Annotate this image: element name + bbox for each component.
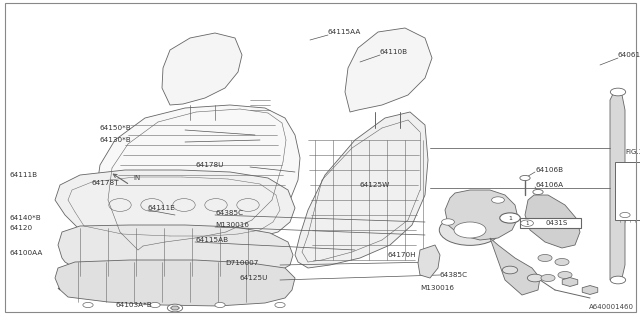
Text: 64178T: 64178T (92, 180, 120, 186)
Text: M130016: M130016 (420, 285, 454, 291)
Circle shape (454, 222, 486, 238)
Text: 64125W: 64125W (360, 182, 390, 188)
Polygon shape (563, 277, 578, 286)
Circle shape (558, 271, 572, 278)
Polygon shape (345, 28, 432, 112)
Text: 64106A: 64106A (535, 182, 563, 188)
Text: 64115AA: 64115AA (328, 29, 362, 35)
Text: M130016: M130016 (215, 222, 249, 228)
Text: 1: 1 (508, 215, 512, 220)
Circle shape (439, 215, 500, 245)
Text: 64110B: 64110B (380, 49, 408, 55)
FancyBboxPatch shape (520, 218, 581, 228)
Text: 64061: 64061 (618, 52, 640, 58)
Polygon shape (445, 190, 518, 240)
Polygon shape (95, 105, 300, 255)
Polygon shape (582, 285, 598, 294)
Text: 64111B: 64111B (10, 172, 38, 178)
Text: 64120: 64120 (10, 225, 33, 231)
Text: 64385C: 64385C (215, 210, 243, 216)
Text: 64150*B: 64150*B (100, 125, 132, 131)
Text: 64170H: 64170H (388, 252, 417, 258)
Polygon shape (55, 260, 295, 306)
Text: A640001460: A640001460 (589, 304, 634, 310)
Circle shape (533, 189, 543, 195)
Text: 64100AA: 64100AA (10, 250, 44, 256)
Text: 64111E: 64111E (148, 205, 176, 211)
Circle shape (611, 88, 626, 96)
Polygon shape (490, 238, 540, 295)
Text: D710007: D710007 (225, 260, 259, 266)
Polygon shape (58, 225, 293, 278)
Text: 1: 1 (525, 221, 529, 226)
Text: 64125U: 64125U (240, 275, 268, 281)
Polygon shape (55, 170, 295, 240)
Text: 64106B: 64106B (535, 167, 563, 173)
Circle shape (506, 215, 518, 221)
Polygon shape (525, 195, 580, 248)
Circle shape (611, 276, 626, 284)
Text: 64115AB: 64115AB (195, 237, 228, 243)
Polygon shape (295, 112, 428, 268)
Text: 0431S: 0431S (546, 220, 568, 226)
Text: 64103A*B: 64103A*B (115, 302, 152, 308)
Circle shape (83, 302, 93, 308)
Circle shape (555, 259, 569, 266)
Circle shape (215, 302, 225, 308)
Text: FIG.343: FIG.343 (625, 149, 640, 155)
Circle shape (538, 254, 552, 261)
Polygon shape (418, 245, 440, 278)
Circle shape (500, 213, 520, 223)
Circle shape (492, 197, 504, 203)
Circle shape (502, 266, 518, 274)
Polygon shape (170, 306, 179, 310)
Text: IN: IN (133, 175, 140, 181)
Text: 64140*B: 64140*B (10, 215, 42, 221)
Circle shape (150, 302, 160, 308)
Circle shape (620, 212, 630, 218)
Bar (615, 163, 640, 220)
Text: 64130*B: 64130*B (100, 137, 132, 143)
Text: 64178U: 64178U (195, 162, 223, 168)
Circle shape (520, 175, 530, 180)
Circle shape (527, 274, 543, 282)
Circle shape (167, 304, 182, 312)
Circle shape (541, 275, 555, 282)
Text: 64385C: 64385C (440, 272, 468, 278)
Circle shape (275, 302, 285, 308)
Polygon shape (162, 33, 242, 105)
Polygon shape (610, 92, 625, 280)
Circle shape (521, 220, 534, 227)
Circle shape (442, 219, 454, 225)
